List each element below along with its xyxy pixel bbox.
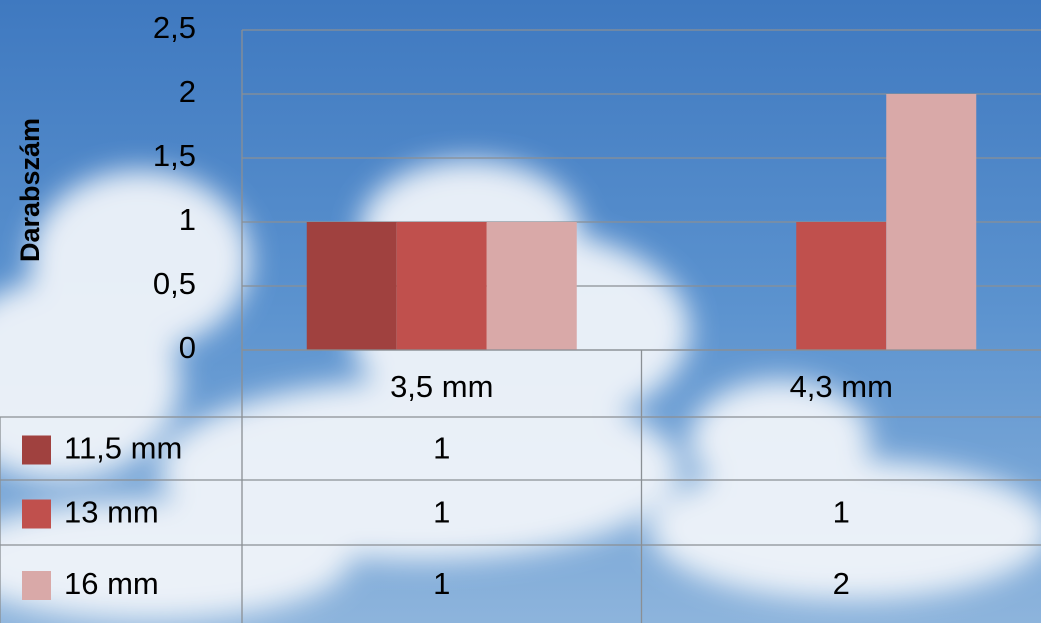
y-tick-label: 1,5 — [153, 138, 196, 173]
y-tick-label: 1 — [179, 202, 196, 237]
y-tick-label: 2,5 — [153, 10, 196, 45]
table-value: 1 — [433, 566, 450, 601]
bar — [796, 222, 887, 350]
y-tick-label: 0 — [179, 330, 196, 365]
table-value: 1 — [433, 431, 450, 466]
x-tick-label: 4,3 mm — [790, 369, 893, 404]
legend-swatch — [22, 571, 51, 600]
legend-label: 13 mm — [64, 495, 159, 530]
y-tick-label: 0,5 — [153, 266, 196, 301]
legend-swatch — [22, 435, 51, 465]
clouds — [0, 160, 1041, 620]
bar — [306, 222, 397, 350]
table-value: 1 — [433, 495, 450, 530]
bar — [396, 222, 487, 350]
legend-label: 11,5 mm — [64, 431, 182, 466]
y-axis-label: Darabszám — [15, 118, 45, 262]
legend-swatch — [22, 499, 51, 529]
bar — [886, 94, 977, 350]
bar — [486, 222, 577, 350]
x-tick-label: 3,5 mm — [390, 369, 493, 404]
table-value: 1 — [833, 495, 850, 530]
table-value: 2 — [833, 566, 850, 601]
y-tick-label: 2 — [179, 74, 196, 109]
legend-label: 16 mm — [64, 566, 159, 601]
